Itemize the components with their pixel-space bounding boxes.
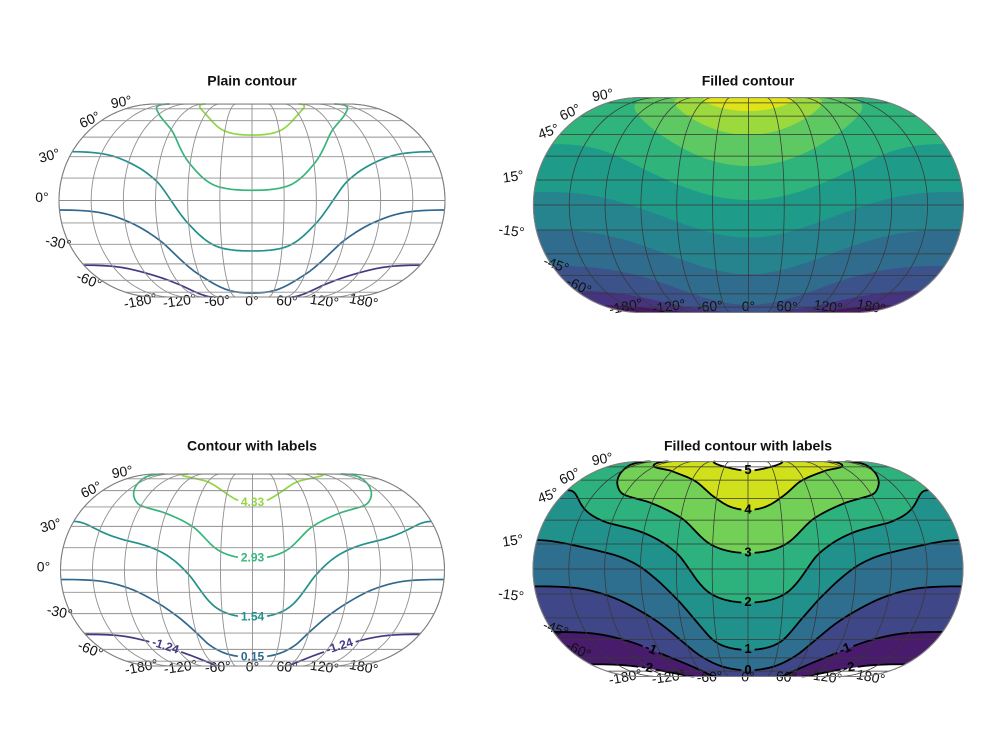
svg-text:Contour with labels: Contour with labels xyxy=(187,438,317,454)
svg-text:-120°: -120° xyxy=(162,290,198,311)
svg-text:90°: 90° xyxy=(110,462,134,481)
svg-text:-2: -2 xyxy=(842,659,856,676)
svg-text:45°: 45° xyxy=(535,484,560,506)
svg-text:-60°: -60° xyxy=(204,658,231,676)
svg-text:15°: 15° xyxy=(501,531,524,550)
svg-text:0°: 0° xyxy=(37,559,50,575)
svg-text:30°: 30° xyxy=(38,515,63,536)
svg-text:0: 0 xyxy=(744,662,751,677)
svg-text:90°: 90° xyxy=(109,92,133,111)
svg-text:120°: 120° xyxy=(309,657,340,677)
svg-text:0°: 0° xyxy=(35,189,48,205)
svg-text:Filled contour: Filled contour xyxy=(702,73,795,89)
svg-text:-15°: -15° xyxy=(497,585,525,604)
svg-text:30°: 30° xyxy=(37,145,62,166)
svg-text:-60°: -60° xyxy=(204,292,231,310)
svg-text:60°: 60° xyxy=(776,297,798,314)
svg-text:-30°: -30° xyxy=(44,232,73,253)
svg-text:90°: 90° xyxy=(590,449,614,468)
svg-text:4: 4 xyxy=(744,501,752,516)
svg-text:Plain contour: Plain contour xyxy=(207,73,297,89)
svg-text:1: 1 xyxy=(744,641,751,656)
svg-text:5: 5 xyxy=(744,462,751,477)
svg-text:Filled contour with labels: Filled contour with labels xyxy=(664,438,832,454)
svg-text:2: 2 xyxy=(744,594,751,609)
svg-text:-1: -1 xyxy=(837,639,853,657)
svg-text:45°: 45° xyxy=(536,120,561,142)
svg-text:-60°: -60° xyxy=(696,297,723,315)
svg-text:3: 3 xyxy=(744,544,751,559)
svg-text:-180°: -180° xyxy=(608,295,644,317)
svg-text:120°: 120° xyxy=(813,296,844,316)
svg-text:-1: -1 xyxy=(643,639,659,657)
svg-text:0.15: 0.15 xyxy=(241,649,265,663)
svg-text:180°: 180° xyxy=(348,290,379,311)
svg-text:-120°: -120° xyxy=(651,296,687,317)
svg-text:-30°: -30° xyxy=(45,601,74,622)
svg-text:60°: 60° xyxy=(276,292,298,309)
svg-text:15°: 15° xyxy=(502,167,525,186)
svg-text:-15°: -15° xyxy=(498,221,526,240)
svg-text:120°: 120° xyxy=(309,291,340,311)
svg-text:0°: 0° xyxy=(246,659,259,675)
svg-text:1.54: 1.54 xyxy=(241,609,265,623)
svg-text:-2: -2 xyxy=(640,659,654,676)
svg-text:-180°: -180° xyxy=(122,290,158,312)
svg-text:4.33: 4.33 xyxy=(241,495,265,509)
svg-text:90°: 90° xyxy=(591,85,615,104)
svg-text:2.93: 2.93 xyxy=(241,551,265,565)
